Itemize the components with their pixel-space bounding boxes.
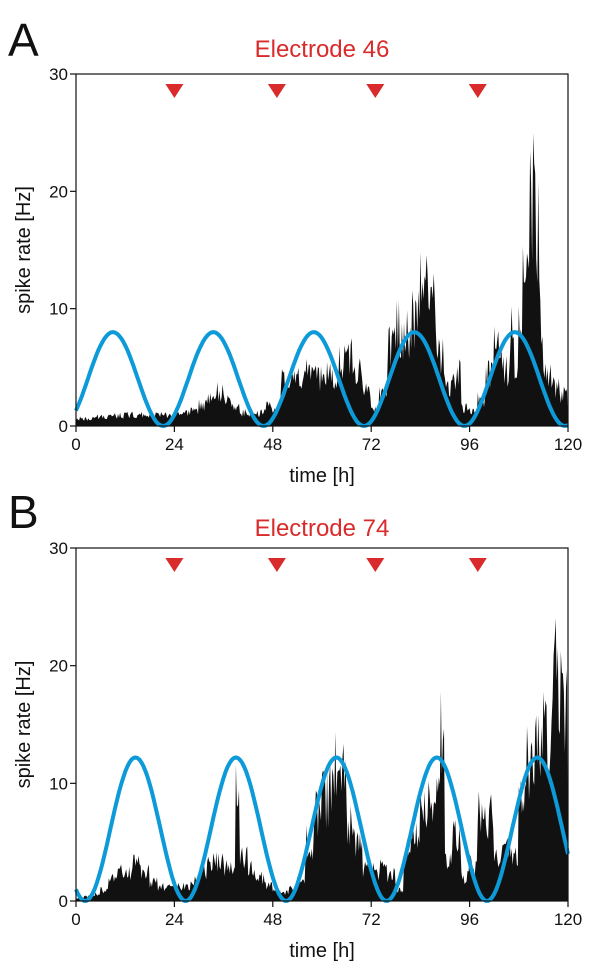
- y-tick-label: 30: [49, 539, 68, 558]
- y-tick-label: 20: [49, 182, 68, 201]
- spike-rate-histogram: [76, 133, 568, 426]
- x-tick-label: 96: [460, 910, 479, 929]
- chart-title: Electrode 46: [255, 36, 390, 63]
- x-tick-label: 24: [165, 435, 184, 454]
- x-tick-label: 72: [362, 435, 381, 454]
- y-tick-label: 20: [49, 657, 68, 676]
- x-tick-label: 96: [460, 435, 479, 454]
- x-axis-label: time [h]: [289, 465, 355, 487]
- x-axis-label: time [h]: [289, 940, 355, 962]
- x-tick-label: 24: [165, 910, 184, 929]
- y-tick-label: 0: [59, 892, 68, 911]
- x-tick-label: 120: [554, 435, 582, 454]
- marker-triangle: [267, 84, 286, 98]
- chart-title: Electrode 74: [255, 515, 390, 542]
- panel-letter: A: [8, 14, 39, 66]
- plot-frame: [75, 547, 569, 902]
- panel-letter: B: [8, 486, 39, 538]
- spike-rate-histogram: [76, 618, 568, 901]
- marker-triangle: [366, 558, 385, 572]
- y-tick-label: 0: [59, 417, 68, 436]
- plot-frame: [75, 73, 569, 427]
- x-tick-label: 48: [263, 910, 282, 929]
- marker-triangle: [267, 558, 286, 572]
- chart-panel-B: B Electrode 74 0 24 48 72 96 120 0 10 20 30 time [h]…: [8, 486, 582, 962]
- marker-triangle: [468, 558, 487, 572]
- y-tick-label: 10: [49, 300, 68, 319]
- chart-panel-A: A Electrode 46 0 24 48 72 96 120 0 10 20 30 time [h]…: [8, 14, 582, 487]
- marker-triangle: [165, 558, 184, 572]
- marker-triangle: [366, 84, 385, 98]
- marker-triangle: [165, 84, 184, 98]
- x-tick-label: 0: [71, 910, 80, 929]
- x-tick-label: 0: [71, 435, 80, 454]
- marker-triangle: [468, 84, 487, 98]
- x-tick-label: 48: [263, 435, 282, 454]
- y-tick-label: 30: [49, 65, 68, 84]
- x-tick-label: 120: [554, 910, 582, 929]
- x-tick-label: 72: [362, 910, 381, 929]
- circadian-sinusoid: [74, 330, 569, 428]
- y-axis-label: spike rate [Hz]: [13, 661, 35, 789]
- y-axis-label: spike rate [Hz]: [13, 186, 35, 314]
- y-tick-label: 10: [49, 774, 68, 793]
